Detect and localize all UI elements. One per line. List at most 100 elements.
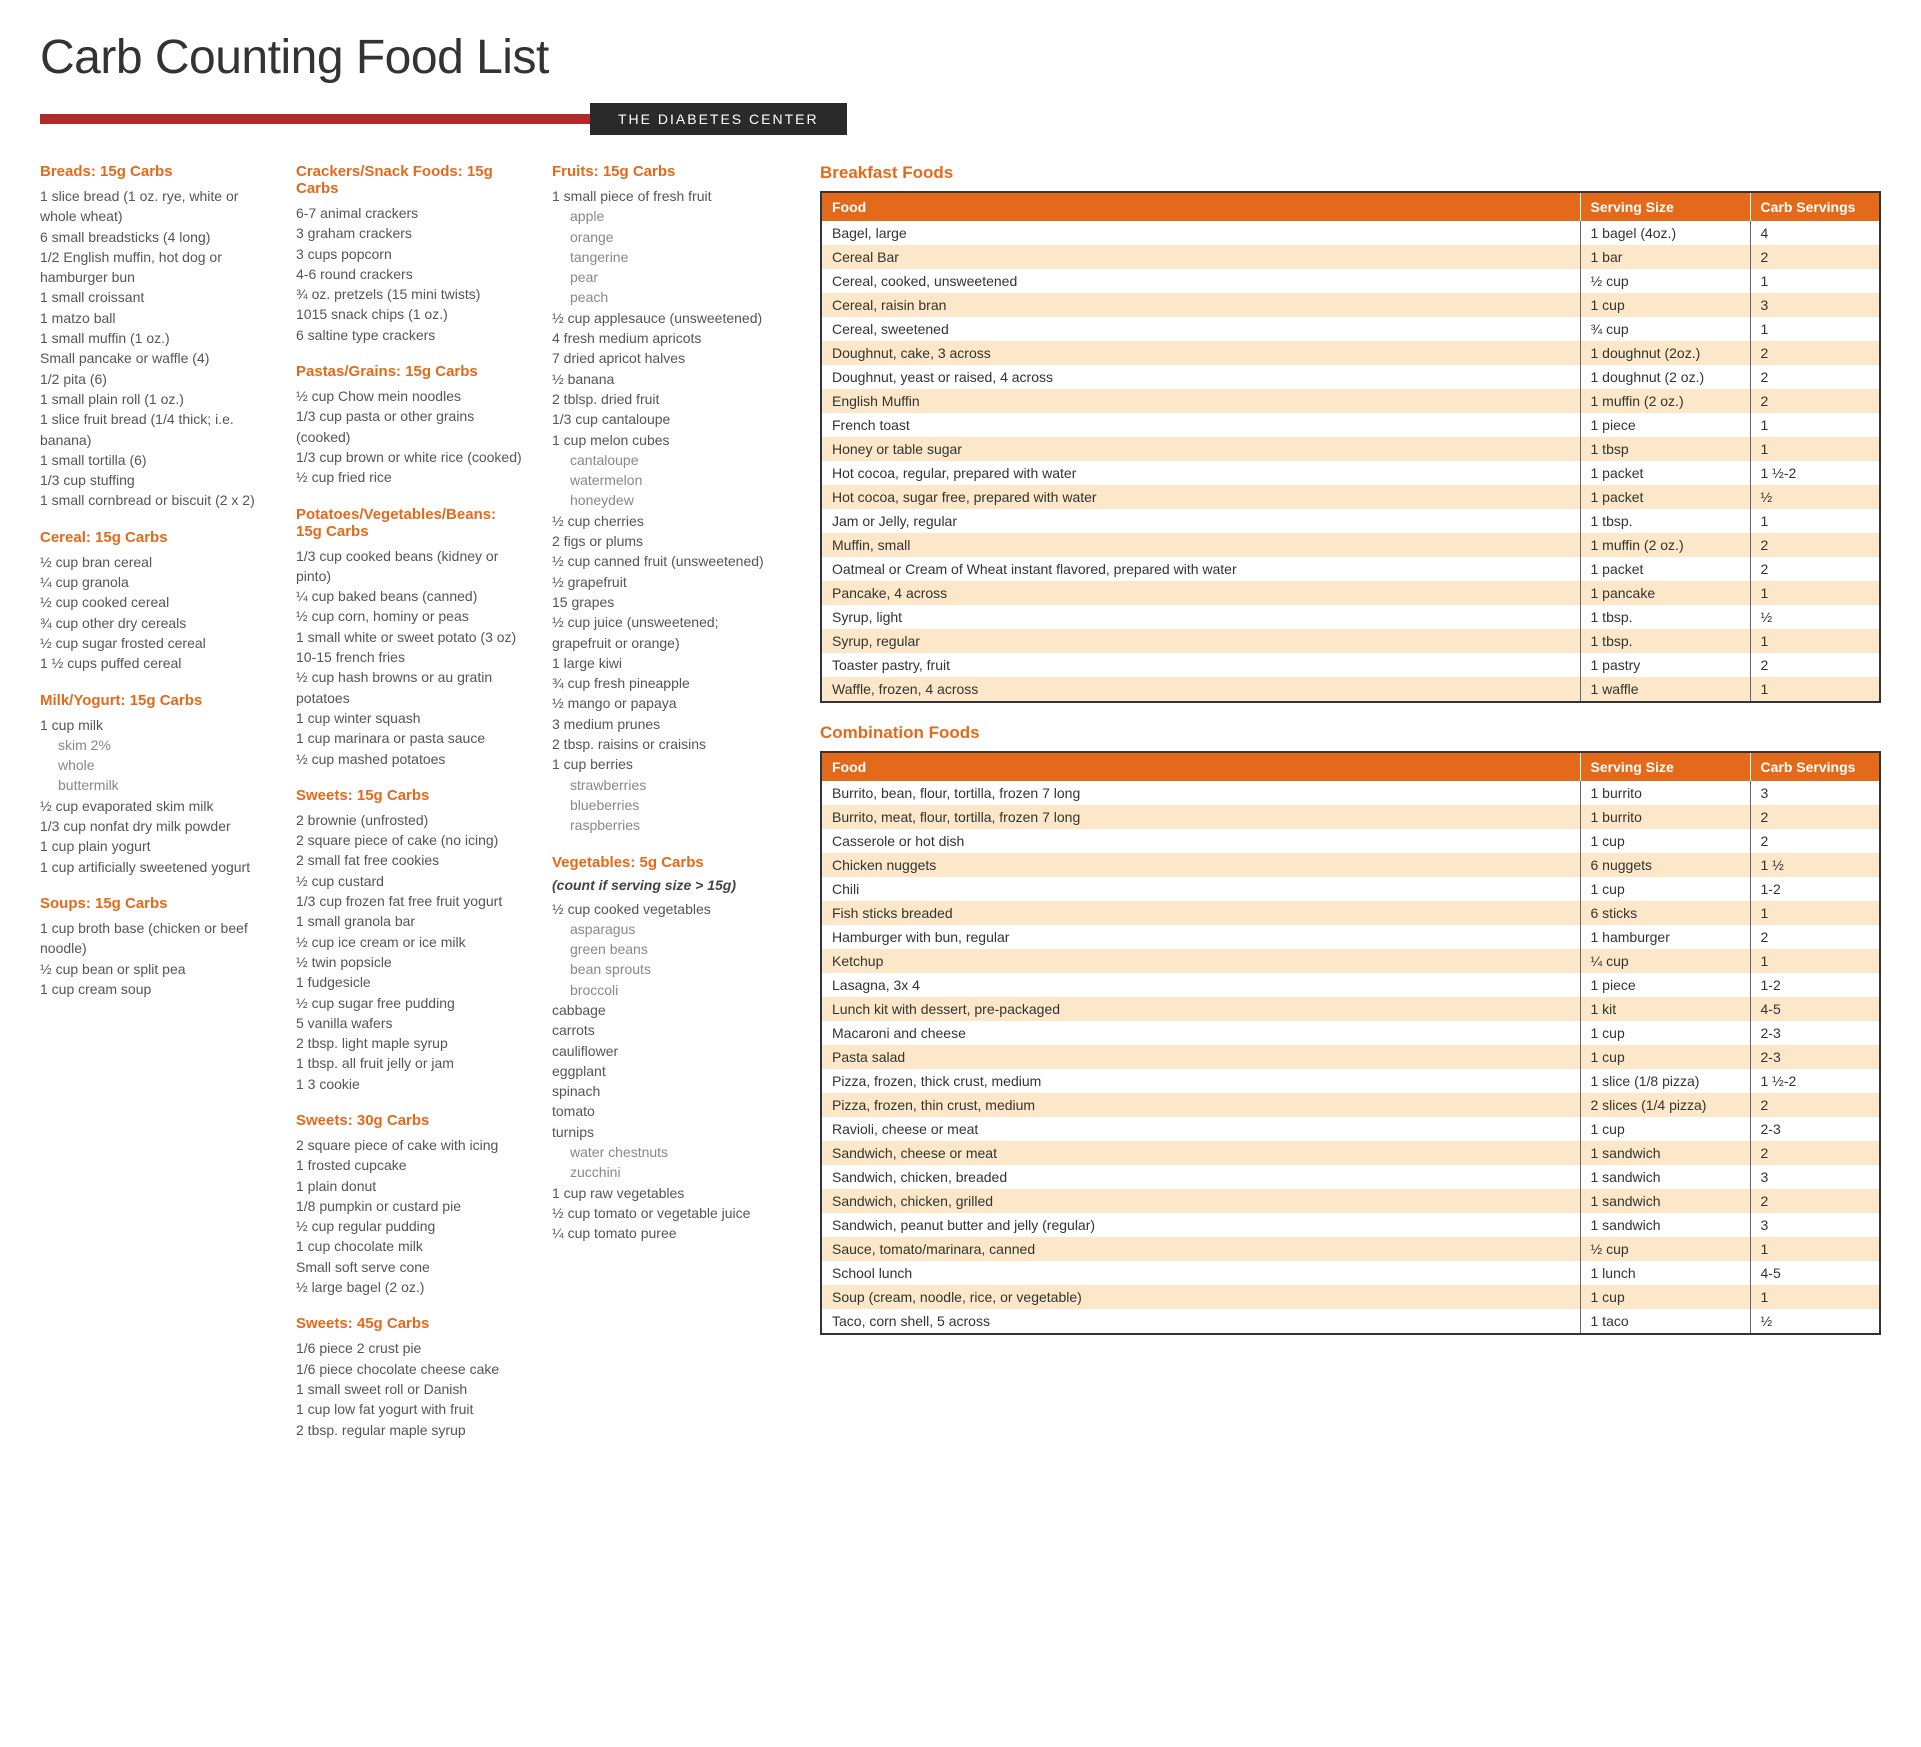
table-row: Fish sticks breaded6 sticks1 (821, 901, 1880, 925)
food-column: Fruits: 15g Carbs1 small piece of fresh … (552, 163, 780, 1440)
table-cell: 1 sandwich (1580, 1189, 1750, 1213)
table-cell: 2 (1750, 829, 1880, 853)
table-row: French toast1 piece1 (821, 413, 1880, 437)
section-title: Soups: 15g Carbs (40, 895, 268, 912)
table-row: Doughnut, cake, 3 across1 doughnut (2oz.… (821, 341, 1880, 365)
table-cell: 1 doughnut (2oz.) (1580, 341, 1750, 365)
list-item: bean sprouts (552, 959, 780, 979)
table-row: Cereal, raisin bran1 cup3 (821, 293, 1880, 317)
table-cell: 4-5 (1750, 1261, 1880, 1285)
list-item: 1/6 piece chocolate cheese cake (296, 1359, 524, 1379)
table-cell: 1 pastry (1580, 653, 1750, 677)
item-list: 1 cup milkskim 2%wholebuttermilk½ cup ev… (40, 715, 268, 877)
table-row: Chili1 cup1-2 (821, 877, 1880, 901)
list-item: 1 frosted cupcake (296, 1155, 524, 1175)
list-item: ½ cup hash browns or au gratin potatoes (296, 667, 524, 708)
table-cell: Macaroni and cheese (821, 1021, 1580, 1045)
list-item: 1 cup milk (40, 715, 268, 735)
table-cell: Burrito, bean, flour, tortilla, frozen 7… (821, 781, 1580, 805)
list-item: 6 small breadsticks (4 long) (40, 227, 268, 247)
item-list: 2 square piece of cake with icing1 frost… (296, 1135, 524, 1297)
list-item: ¼ cup granola (40, 572, 268, 592)
table-cell: 1 waffle (1580, 677, 1750, 702)
table-cell: 2 (1750, 1189, 1880, 1213)
table-row: Cereal, cooked, unsweetened½ cup1 (821, 269, 1880, 293)
list-item: 2 square piece of cake with icing (296, 1135, 524, 1155)
table-cell: 1 bagel (4oz.) (1580, 221, 1750, 245)
list-item: 2 tbsp. regular maple syrup (296, 1420, 524, 1440)
list-item: strawberries (552, 775, 780, 795)
table-row: Syrup, light1 tbsp.½ (821, 605, 1880, 629)
list-item: 3 graham crackers (296, 223, 524, 243)
list-item: 1 fudgesicle (296, 972, 524, 992)
table-cell: Hamburger with bun, regular (821, 925, 1580, 949)
table-cell: 1 tbsp. (1580, 629, 1750, 653)
table-cell: 1 (1750, 509, 1880, 533)
list-item: 2 tbsp. light maple syrup (296, 1033, 524, 1053)
table-row: Ravioli, cheese or meat1 cup2-3 (821, 1117, 1880, 1141)
table-cell: 1 (1750, 949, 1880, 973)
table-cell: 1 tbsp. (1580, 509, 1750, 533)
list-item: 1 large kiwi (552, 653, 780, 673)
list-item: 1 small granola bar (296, 911, 524, 931)
list-item: 1 slice bread (1 oz. rye, white or whole… (40, 186, 268, 227)
list-item: blueberries (552, 795, 780, 815)
list-item: peach (552, 287, 780, 307)
list-item: 1 small cornbread or biscuit (2 x 2) (40, 490, 268, 510)
list-item: Small pancake or waffle (4) (40, 348, 268, 368)
table-row: Bagel, large1 bagel (4oz.)4 (821, 221, 1880, 245)
table-row: English Muffin1 muffin (2 oz.)2 (821, 389, 1880, 413)
table-cell: 1 tbsp (1580, 437, 1750, 461)
table-row: Sauce, tomato/marinara, canned½ cup1 (821, 1237, 1880, 1261)
list-item: green beans (552, 939, 780, 959)
list-item: 1 cup chocolate milk (296, 1236, 524, 1256)
list-item: 1/8 pumpkin or custard pie (296, 1196, 524, 1216)
table-cell: Ketchup (821, 949, 1580, 973)
list-item: spinach (552, 1081, 780, 1101)
list-item: ¼ cup tomato puree (552, 1223, 780, 1243)
list-item: 6-7 animal crackers (296, 203, 524, 223)
section-title: Sweets: 15g Carbs (296, 787, 524, 804)
table-cell: 2-3 (1750, 1117, 1880, 1141)
table-title: Combination Foods (820, 723, 1881, 743)
list-item: whole (40, 755, 268, 775)
table-cell: 2 (1750, 925, 1880, 949)
table-cell: 1 muffin (2 oz.) (1580, 533, 1750, 557)
table-cell: 1 (1750, 901, 1880, 925)
table-cell: Pancake, 4 across (821, 581, 1580, 605)
table-cell: 1 sandwich (1580, 1165, 1750, 1189)
table-cell: Doughnut, yeast or raised, 4 across (821, 365, 1580, 389)
table-header: Food (821, 192, 1580, 221)
list-item: ½ cup evaporated skim milk (40, 796, 268, 816)
table-cell: 1 (1750, 437, 1880, 461)
list-item: eggplant (552, 1061, 780, 1081)
list-item: cabbage (552, 1000, 780, 1020)
list-item: 15 grapes (552, 592, 780, 612)
list-item: buttermilk (40, 775, 268, 795)
list-item: ½ cup cooked cereal (40, 592, 268, 612)
table-cell: 1 (1750, 317, 1880, 341)
table-row: Chicken nuggets6 nuggets1 ½ (821, 853, 1880, 877)
table-row: Ketchup¼ cup1 (821, 949, 1880, 973)
table-row: Lunch kit with dessert, pre-packaged1 ki… (821, 997, 1880, 1021)
list-item: 1 small white or sweet potato (3 oz) (296, 627, 524, 647)
list-item: 2 brownie (unfrosted) (296, 810, 524, 830)
list-item: ¾ cup fresh pineapple (552, 673, 780, 693)
list-item: ¼ cup baked beans (canned) (296, 586, 524, 606)
list-item: 1 3 cookie (296, 1074, 524, 1094)
table-cell: 1 bar (1580, 245, 1750, 269)
table-cell: 1 (1750, 677, 1880, 702)
table-cell: Syrup, regular (821, 629, 1580, 653)
table-cell: 1 (1750, 269, 1880, 293)
red-accent-bar (40, 114, 590, 124)
table-cell: 1 packet (1580, 557, 1750, 581)
list-item: raspberries (552, 815, 780, 835)
list-item: 3 medium prunes (552, 714, 780, 734)
table-row: Pizza, frozen, thick crust, medium1 slic… (821, 1069, 1880, 1093)
table-cell: 6 sticks (1580, 901, 1750, 925)
list-item: asparagus (552, 919, 780, 939)
list-item: turnips (552, 1122, 780, 1142)
list-item: ½ cup juice (unsweetened; grapefruit or … (552, 612, 780, 653)
table-cell: 1 (1750, 413, 1880, 437)
table-cell: 1 (1750, 581, 1880, 605)
